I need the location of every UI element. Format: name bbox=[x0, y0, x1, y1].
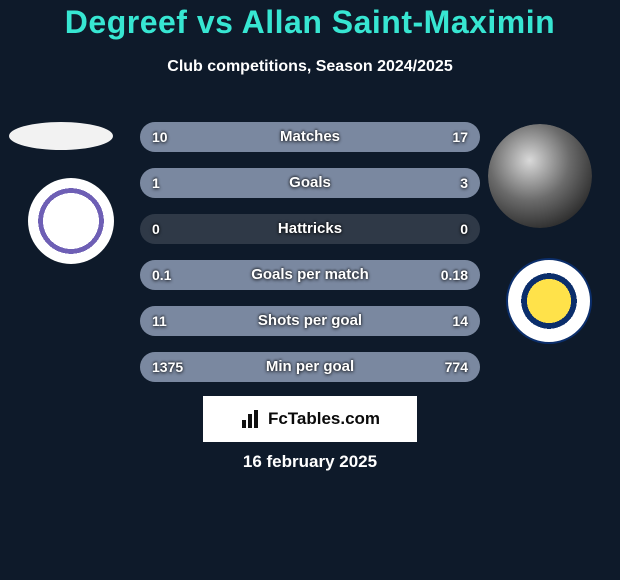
stat-value-right: 0 bbox=[460, 214, 468, 244]
stat-label: Matches bbox=[140, 122, 480, 152]
brand-text: FcTables.com bbox=[268, 409, 380, 429]
stat-value-right: 3 bbox=[460, 168, 468, 198]
stat-row: 10 Matches 17 bbox=[140, 122, 480, 152]
stat-value-right: 0.18 bbox=[441, 260, 468, 290]
page-subtitle: Club competitions, Season 2024/2025 bbox=[0, 58, 620, 76]
bar-chart-icon bbox=[240, 408, 262, 430]
stat-row: 0.1 Goals per match 0.18 bbox=[140, 260, 480, 290]
stat-value-right: 17 bbox=[452, 122, 468, 152]
stat-row: 0 Hattricks 0 bbox=[140, 214, 480, 244]
stat-row: 1 Goals 3 bbox=[140, 168, 480, 198]
stat-value-right: 774 bbox=[445, 352, 468, 382]
date-text: 16 february 2025 bbox=[0, 452, 620, 472]
brand-box: FcTables.com bbox=[203, 396, 417, 442]
stat-label: Min per goal bbox=[140, 352, 480, 382]
player-left-portrait bbox=[6, 108, 116, 164]
stat-row: 1375 Min per goal 774 bbox=[140, 352, 480, 382]
player-right-crest bbox=[506, 258, 592, 344]
page-title: Degreef vs Allan Saint-Maximin bbox=[0, 4, 620, 41]
stat-label: Goals bbox=[140, 168, 480, 198]
player-right-portrait bbox=[488, 124, 592, 228]
stat-label: Hattricks bbox=[140, 214, 480, 244]
stats-panel: 10 Matches 17 1 Goals 3 0 Hattricks 0 0.… bbox=[140, 122, 480, 398]
stat-label: Shots per goal bbox=[140, 306, 480, 336]
stat-label: Goals per match bbox=[140, 260, 480, 290]
player-left-crest bbox=[28, 178, 114, 264]
stat-row: 11 Shots per goal 14 bbox=[140, 306, 480, 336]
comparison-infographic: Degreef vs Allan Saint-Maximin Club comp… bbox=[0, 0, 620, 580]
stat-value-right: 14 bbox=[452, 306, 468, 336]
